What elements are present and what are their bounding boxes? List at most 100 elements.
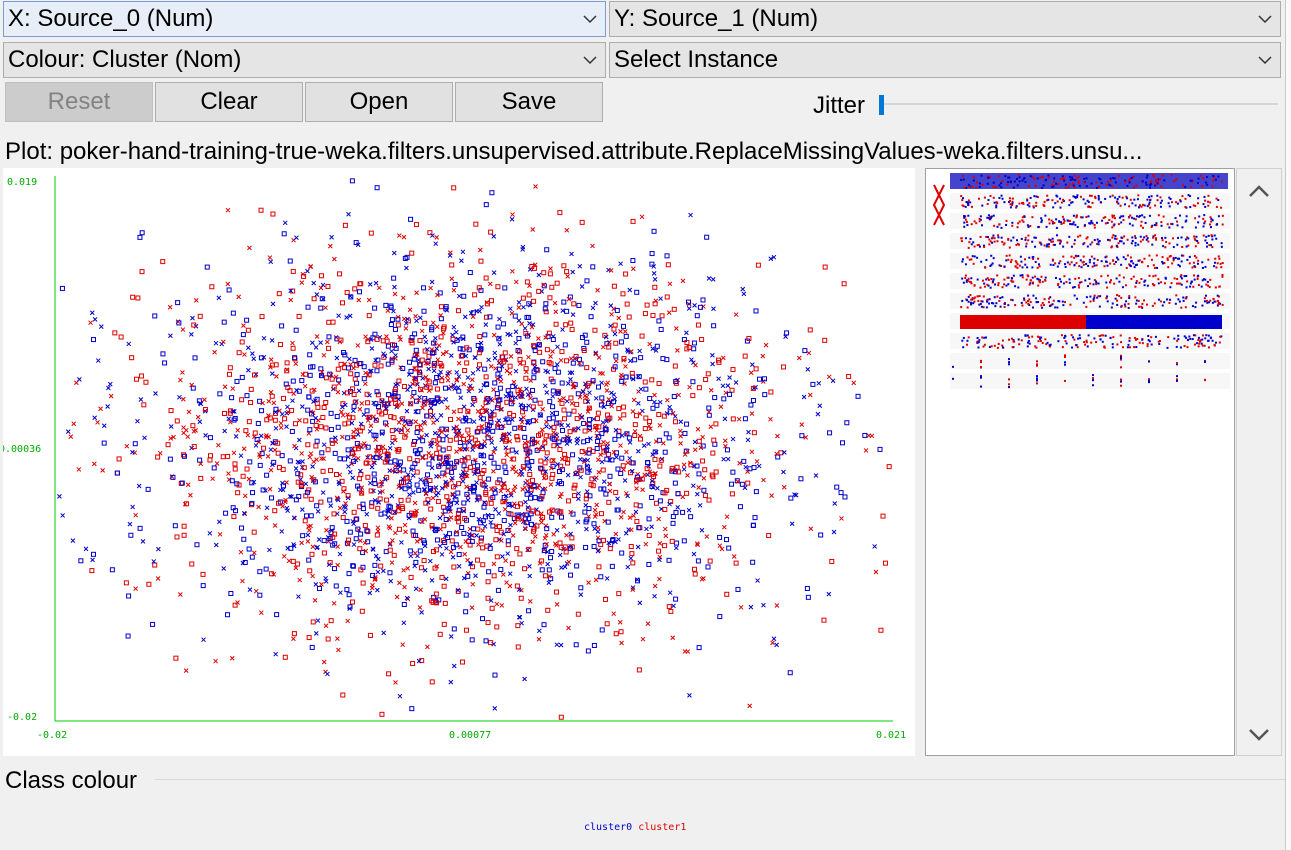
data-point-cluster1[interactable] [323,305,328,311]
data-point-cluster1[interactable] [430,320,436,326]
data-point-cluster0[interactable] [367,429,373,434]
data-point-cluster0[interactable] [532,364,538,370]
data-point-cluster0[interactable] [627,455,633,461]
data-point-cluster0[interactable] [373,280,379,286]
data-point-cluster1[interactable] [542,535,548,541]
data-point-cluster0[interactable] [570,452,576,458]
data-point-cluster1[interactable] [493,366,498,371]
data-point-cluster1[interactable] [568,356,574,361]
data-point-cluster1[interactable] [633,477,639,483]
data-point-cluster1[interactable] [365,460,371,466]
data-point-cluster1[interactable] [761,477,766,483]
data-point-cluster0[interactable] [756,463,762,469]
data-point-cluster1[interactable] [594,416,600,422]
data-point-cluster1[interactable] [639,333,645,339]
data-point-cluster1[interactable] [598,511,604,517]
data-point-cluster0[interactable] [238,525,244,531]
data-point-cluster1[interactable] [479,470,485,476]
data-point-cluster1[interactable] [135,295,141,301]
data-point-cluster0[interactable] [443,516,449,522]
data-point-cluster1[interactable] [628,527,634,533]
data-point-cluster0[interactable] [318,305,324,311]
data-point-cluster0[interactable] [546,580,552,586]
data-point-cluster0[interactable] [374,368,380,374]
data-point-cluster1[interactable] [311,296,317,302]
data-point-cluster1[interactable] [123,580,129,586]
data-point-cluster1[interactable] [605,412,611,418]
data-point-cluster1[interactable] [418,565,424,571]
data-point-cluster0[interactable] [680,509,686,515]
data-point-cluster0[interactable] [604,418,609,424]
data-point-cluster1[interactable] [733,312,739,317]
data-point-cluster1[interactable] [98,406,103,412]
data-point-cluster1[interactable] [519,517,524,523]
data-point-cluster0[interactable] [455,587,461,593]
data-point-cluster1[interactable] [302,518,308,524]
data-point-cluster1[interactable] [733,560,739,566]
data-point-cluster1[interactable] [592,327,598,333]
data-point-cluster0[interactable] [802,348,808,354]
data-point-cluster1[interactable] [426,353,432,359]
data-point-cluster0[interactable] [140,539,146,544]
data-point-cluster0[interactable] [549,410,555,416]
data-point-cluster1[interactable] [613,531,619,537]
data-point-cluster1[interactable] [238,549,244,555]
data-point-cluster0[interactable] [412,439,418,445]
data-point-cluster1[interactable] [639,476,645,482]
data-point-cluster1[interactable] [433,591,439,597]
data-point-cluster1[interactable] [571,384,577,390]
data-point-cluster0[interactable] [233,434,239,439]
data-point-cluster1[interactable] [401,567,406,573]
data-point-cluster0[interactable] [177,394,182,400]
data-point-cluster0[interactable] [488,542,493,548]
data-point-cluster0[interactable] [414,429,420,435]
open-button[interactable]: Open [305,82,453,122]
data-point-cluster1[interactable] [539,427,545,433]
data-point-cluster1[interactable] [357,281,363,287]
data-point-cluster0[interactable] [697,304,703,310]
data-point-cluster0[interactable] [230,310,236,316]
data-point-cluster0[interactable] [471,419,477,425]
data-point-cluster1[interactable] [434,324,440,330]
data-point-cluster0[interactable] [543,301,549,307]
data-point-cluster0[interactable] [241,536,247,542]
data-point-cluster0[interactable] [444,307,450,313]
data-point-cluster1[interactable] [543,532,549,538]
data-point-cluster0[interactable] [465,375,471,380]
data-point-cluster0[interactable] [200,583,206,589]
data-point-cluster1[interactable] [711,437,717,443]
data-point-cluster1[interactable] [598,370,603,376]
data-point-cluster1[interactable] [168,408,174,414]
data-point-cluster1[interactable] [647,341,653,347]
data-point-cluster1[interactable] [456,432,461,438]
data-point-cluster0[interactable] [375,556,381,562]
data-point-cluster1[interactable] [530,227,536,232]
data-point-cluster0[interactable] [308,411,314,417]
data-point-cluster1[interactable] [729,491,735,497]
data-point-cluster0[interactable] [615,496,620,502]
data-point-cluster1[interactable] [434,450,440,456]
data-point-cluster1[interactable] [405,428,411,433]
data-point-cluster1[interactable] [774,451,779,457]
data-point-cluster0[interactable] [443,479,449,485]
data-point-cluster0[interactable] [460,249,466,255]
data-point-cluster0[interactable] [678,419,684,425]
data-point-cluster1[interactable] [542,460,548,466]
data-point-cluster1[interactable] [570,381,576,387]
data-point-cluster0[interactable] [448,353,454,359]
data-point-cluster1[interactable] [272,447,278,453]
data-point-cluster0[interactable] [623,374,629,380]
data-point-cluster1[interactable] [508,354,514,359]
data-point-cluster0[interactable] [132,441,138,447]
data-point-cluster0[interactable] [510,383,516,389]
data-point-cluster1[interactable] [648,426,653,432]
data-point-cluster0[interactable] [448,634,454,639]
data-point-cluster1[interactable] [566,296,572,302]
data-point-cluster1[interactable] [282,416,288,422]
data-point-cluster0[interactable] [442,385,448,391]
data-point-cluster0[interactable] [440,470,446,476]
data-point-cluster1[interactable] [398,337,403,342]
data-point-cluster0[interactable] [815,411,821,417]
data-point-cluster1[interactable] [288,297,294,303]
data-point-cluster0[interactable] [632,357,638,363]
